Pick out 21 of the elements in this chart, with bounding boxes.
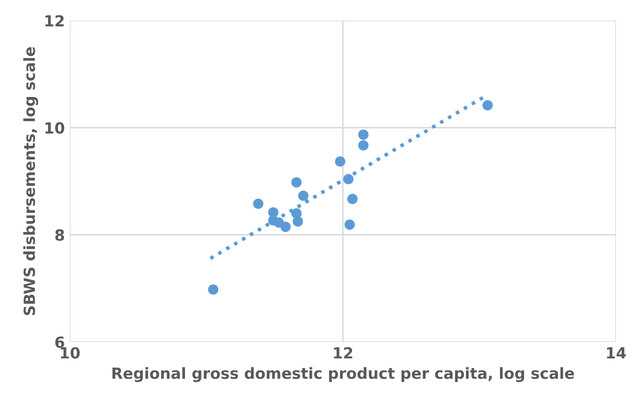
point	[344, 220, 355, 230]
y-tick-label: 10	[45, 122, 64, 134]
y-tick-label: 6	[55, 336, 64, 348]
x-tick-label: 12	[334, 347, 352, 358]
y-axis-title: SBWS disbursements, log scale	[23, 47, 38, 316]
y-tick-label: 8	[55, 229, 64, 241]
point	[292, 216, 303, 227]
point	[347, 194, 358, 204]
point	[298, 190, 308, 201]
point	[482, 100, 493, 110]
point	[291, 177, 302, 188]
y-tick-label: 12	[45, 15, 64, 26]
point	[280, 222, 291, 232]
point	[358, 140, 369, 151]
x-tick-label: 14	[607, 347, 626, 358]
point	[208, 284, 218, 295]
point	[253, 198, 264, 209]
x-axis-title: Regional gross domestic product per capita, log scale	[112, 367, 574, 382]
point	[358, 130, 369, 140]
point	[335, 156, 346, 167]
point	[343, 174, 354, 184]
